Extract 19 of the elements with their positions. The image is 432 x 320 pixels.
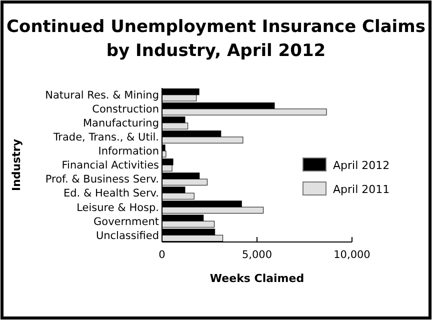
y-tick-label: Prof. & Business Serv. [45, 174, 159, 186]
y-tick-label: Information [98, 146, 159, 158]
y-axis-title: Industry [10, 138, 23, 192]
y-tick-label: Financial Activities [62, 160, 159, 172]
y-tick-label: Ed. & Health Serv. [64, 188, 159, 200]
y-tick-label: Trade, Trans., & Util. [52, 132, 159, 144]
y-tick-label: Manufacturing [82, 118, 159, 130]
y-tick-label: Construction [92, 104, 159, 116]
x-tick-label: 10,000 [334, 249, 370, 261]
x-tick-label: 5,000 [242, 249, 272, 261]
y-tick-label: Unclassified [96, 230, 159, 242]
legend-label: April 2011 [333, 183, 390, 196]
y-tick-label: Natural Res. & Mining [45, 90, 159, 102]
chart-title: Continued Unemployment Insurance Claims by Industry, April 2012 [6, 17, 426, 61]
y-tick-label: Leisure & Hosp. [76, 202, 159, 214]
y-tick-label: Government [94, 216, 159, 228]
x-tick-label: 0 [158, 249, 166, 261]
x-axis-title: Weeks Claimed [210, 272, 304, 285]
legend-label: April 2012 [333, 159, 390, 172]
